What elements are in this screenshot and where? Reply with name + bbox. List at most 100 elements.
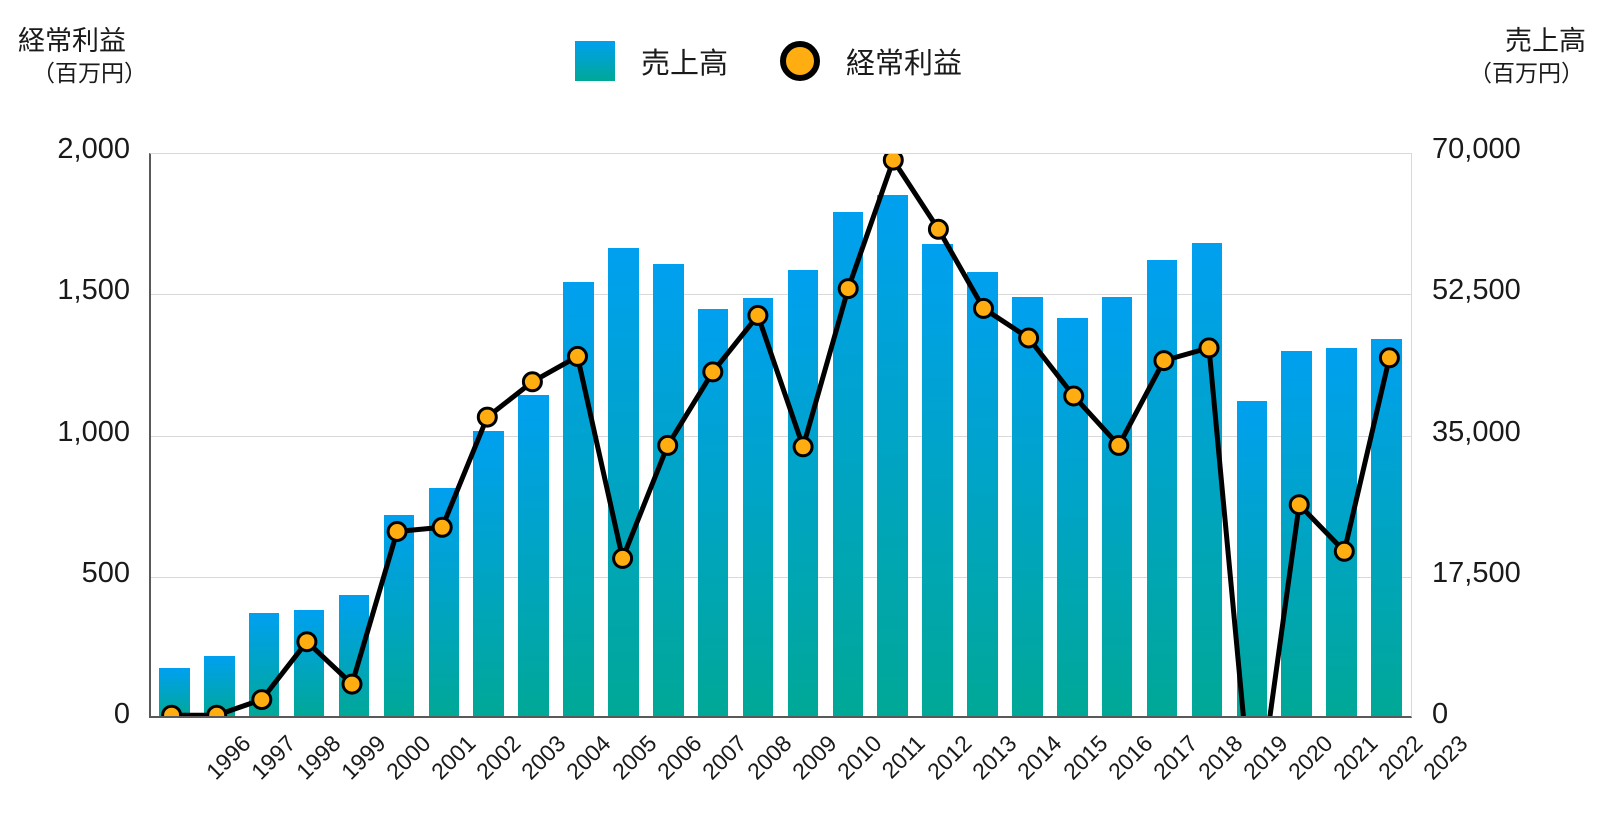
bar-slot[interactable] [870, 153, 915, 718]
bar-2020[interactable] [1236, 400, 1268, 718]
gridline [149, 576, 1412, 578]
bar-slot[interactable] [511, 153, 556, 718]
bar-slot[interactable] [1364, 153, 1409, 718]
bar-slot[interactable] [960, 153, 1005, 718]
right-axis-tick: 35,000 [1432, 415, 1521, 448]
profit-marker-2010[interactable] [792, 436, 814, 458]
profit-marker-2019[interactable] [1198, 337, 1220, 359]
x-axis-tick-1997: 1997 [245, 730, 301, 785]
profit-marker-2021[interactable] [1288, 494, 1310, 516]
profit-marker-2018[interactable] [1153, 350, 1175, 372]
x-axis-tick-2003: 2003 [516, 730, 571, 785]
profit-marker-2008[interactable] [702, 361, 724, 383]
bar-slot[interactable] [1319, 153, 1364, 718]
bar-1999[interactable] [293, 609, 325, 718]
bar-slot[interactable] [780, 153, 825, 718]
profit-marker-2006[interactable] [612, 547, 634, 569]
profit-marker-1998[interactable] [251, 689, 273, 711]
left-axis-unit: （百万円） [32, 59, 147, 86]
profit-marker-2017[interactable] [1108, 434, 1130, 456]
x-axis-tick-2001: 2001 [426, 730, 481, 785]
profit-marker-2013[interactable] [927, 218, 949, 240]
x-axis-tick-2005: 2005 [606, 730, 662, 785]
bar-2007[interactable] [652, 263, 684, 718]
bar-2015[interactable] [1012, 296, 1043, 718]
left-axis-tick: 0 [113, 698, 130, 730]
x-axis-tick-2008: 2008 [741, 730, 797, 785]
x-axis-tick-2012: 2012 [922, 730, 977, 785]
x-axis-tick-1998: 1998 [290, 730, 346, 785]
bar-slot[interactable] [466, 153, 511, 718]
plot-frame [149, 153, 1412, 718]
bar-slot[interactable] [601, 153, 646, 718]
chart-legend: 売上高 経常利益 [575, 40, 962, 82]
bar-2022[interactable] [1326, 348, 1357, 718]
x-axis-tick-2009: 2009 [786, 730, 842, 785]
profit-marker-1997[interactable] [206, 704, 228, 718]
profit-marker-2003[interactable] [476, 406, 498, 428]
bar-2012[interactable] [877, 194, 908, 718]
profit-marker-2022[interactable] [1333, 540, 1355, 562]
bar-2018[interactable] [1146, 260, 1178, 718]
bar-2013[interactable] [922, 244, 953, 718]
x-axis-tick-2007: 2007 [696, 730, 752, 785]
left-axis-title: 経常利益 （百万円） [18, 24, 147, 88]
bar-slot[interactable] [1140, 153, 1185, 718]
profit-marker-2014[interactable] [973, 297, 994, 319]
profit-marker-2001[interactable] [386, 521, 408, 542]
bar-slot[interactable] [1184, 153, 1229, 718]
profit-marker-2004[interactable] [521, 371, 543, 393]
bar-2000[interactable] [338, 595, 370, 718]
bar-2009[interactable] [742, 298, 774, 718]
x-axis-tick-2020: 2020 [1283, 730, 1338, 785]
bar-slot[interactable] [376, 153, 421, 718]
bar-2004[interactable] [518, 395, 549, 718]
bar-slot[interactable] [736, 153, 781, 718]
bar-2001[interactable] [383, 514, 415, 718]
x-axis-tick-2023: 2023 [1418, 730, 1473, 785]
bar-2003[interactable] [473, 431, 504, 718]
bar-slot[interactable] [915, 153, 960, 718]
x-axis-tick-2019: 2019 [1238, 730, 1293, 785]
right-axis-title-text: 売上高 [1505, 26, 1586, 56]
bar-2017[interactable] [1101, 296, 1133, 718]
x-axis-tick-2014: 2014 [1012, 730, 1068, 785]
bar-slot[interactable] [1095, 153, 1140, 718]
right-axis-tick: 0 [1432, 698, 1449, 730]
profit-marker-2000[interactable] [341, 673, 363, 695]
left-axis-title-text: 経常利益 [18, 26, 126, 56]
profit-marker-2005[interactable] [567, 345, 588, 367]
bar-2023[interactable] [1371, 338, 1402, 718]
x-axis-tick-2010: 2010 [832, 730, 887, 785]
bar-slot[interactable] [646, 153, 691, 718]
x-axis-tick-2021: 2021 [1328, 730, 1383, 785]
x-axis-tick-2004: 2004 [561, 730, 616, 785]
bar-2014[interactable] [967, 271, 998, 718]
bar-2010[interactable] [787, 270, 819, 718]
profit-marker-2016[interactable] [1063, 385, 1085, 407]
bar-slot[interactable] [1229, 153, 1274, 718]
legend-label-profit: 経常利益 [846, 48, 963, 80]
left-axis-tick: 1,500 [57, 274, 130, 307]
bar-2006[interactable] [608, 248, 639, 718]
profit-marker-1999[interactable] [296, 631, 318, 653]
profit-marker-1996[interactable] [161, 704, 183, 718]
legend-item-sales[interactable]: 売上高 [575, 40, 780, 82]
profit-line-path [171, 157, 1392, 718]
profit-marker-2007[interactable] [657, 434, 679, 456]
bar-slot[interactable] [1005, 153, 1050, 718]
profit-marker-2012[interactable] [882, 153, 904, 171]
profit-marker-2002[interactable] [431, 516, 453, 538]
profit-marker-2023[interactable] [1378, 347, 1400, 369]
profit-marker-2009[interactable] [747, 304, 769, 326]
profit-marker-2011[interactable] [837, 278, 859, 300]
profit-marker-2015[interactable] [1018, 327, 1040, 349]
bar-slot[interactable] [287, 153, 332, 718]
bar-2019[interactable] [1191, 243, 1223, 718]
legend-label-sales: 売上高 [641, 48, 729, 80]
bar-slot[interactable] [332, 153, 377, 718]
plot-area [149, 153, 1412, 718]
legend-item-profit[interactable]: 経常利益 [780, 40, 962, 82]
bar-series [149, 153, 1412, 718]
